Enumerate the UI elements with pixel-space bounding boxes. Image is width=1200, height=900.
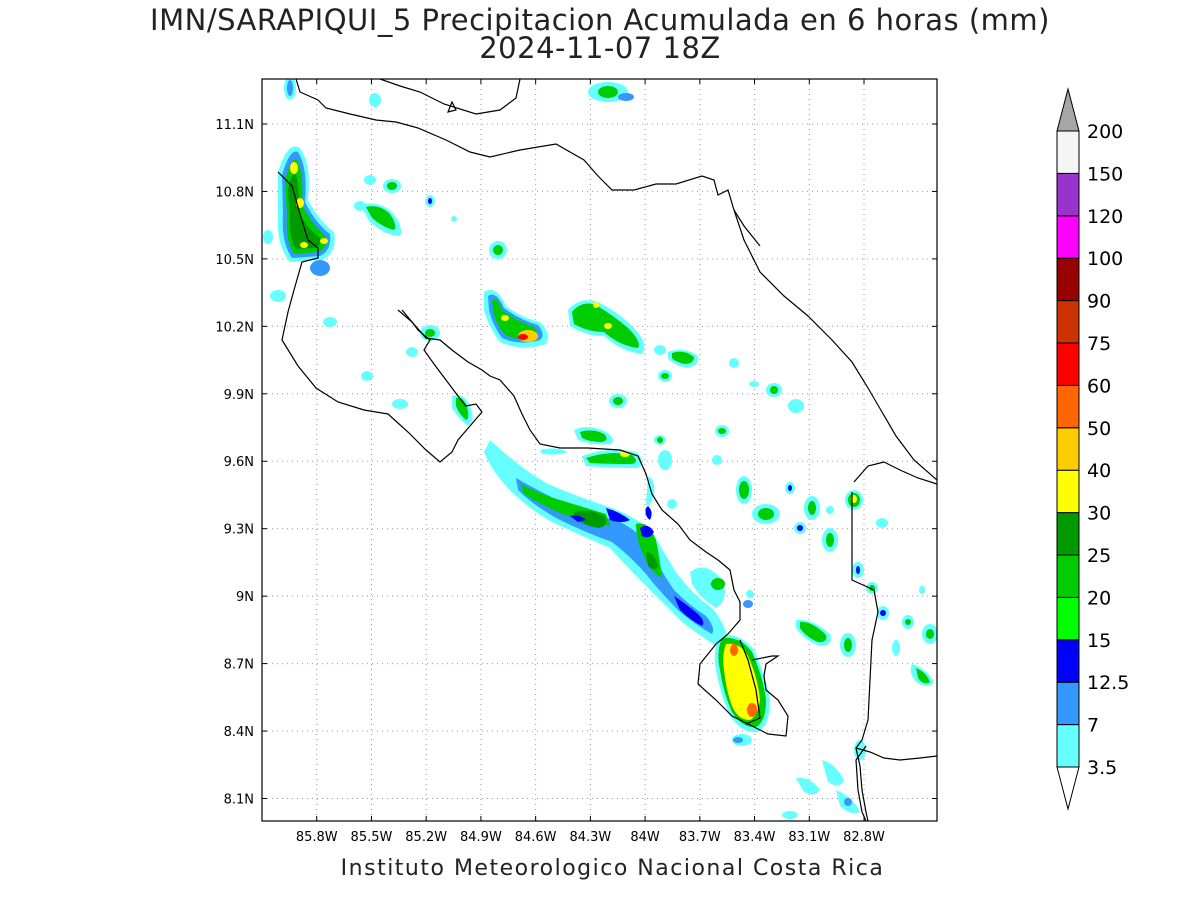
nicaragua-border-coast: [295, 79, 761, 247]
nicoya-gulf-coast: [397, 309, 789, 737]
colorbar-level-label: 100: [1087, 248, 1123, 270]
colorbar-level-label: 150: [1087, 163, 1123, 185]
colorbar-swatch: [1056, 724, 1080, 768]
colorbar-level-label: 120: [1087, 206, 1123, 228]
colorbar-level-label: 25: [1087, 545, 1111, 567]
lon-tick-label: 84.3W: [569, 830, 611, 845]
rain-cluster-northwest: [263, 79, 335, 302]
colorbar-upper-arrow: [1056, 87, 1080, 132]
colorbar-level-label: 40: [1087, 460, 1111, 482]
colorbar-level-label: 90: [1087, 291, 1111, 313]
east-coast-south: [855, 747, 937, 761]
burica-coast: [855, 745, 867, 821]
nicaragua-lake-shore: [379, 79, 521, 115]
colorbar-swatch: [1056, 342, 1080, 386]
lat-tick-label: 10.8N: [215, 185, 254, 200]
colorbar-swatch: [1056, 554, 1080, 598]
panama-coast: [853, 461, 937, 485]
colorbar-level-label: 3.5: [1087, 757, 1117, 779]
coastline-and-borders: [277, 79, 937, 821]
lon-tick-label: 84.6W: [515, 830, 557, 845]
colorbar-legend: 3.5 7 12.5 15 20 25 30 40 50 60 75 90 100 120 150 200: [1056, 87, 1129, 811]
lon-tick-label: 83.7W: [679, 830, 721, 845]
colorbar-level-label: 15: [1087, 630, 1111, 652]
colorbar-level-label: 75: [1087, 333, 1111, 355]
lon-tick-label: 84.9W: [460, 830, 502, 845]
latitude-axis: 11.1N 10.8N 10.5N 10.2N 9.9N 9.6N 9.3N 9N 8.7N 8.…: [215, 118, 937, 808]
lat-tick-label: 9.9N: [224, 388, 254, 403]
colorbar-swatch: [1056, 639, 1080, 683]
pacific-coast-north: [277, 171, 483, 463]
lat-tick-label: 9.6N: [224, 455, 254, 470]
island-coco-marker: [447, 100, 457, 113]
map-frame: [261, 78, 938, 822]
colorbar-lower-arrow: [1056, 766, 1080, 811]
lat-tick-label: 10.2N: [215, 320, 254, 335]
panama-border: [851, 492, 879, 821]
rain-cells-north: [354, 82, 634, 259]
colorbar-level-label: 7: [1087, 715, 1099, 737]
lat-tick-label: 9.3N: [224, 523, 254, 538]
lat-tick-label: 9N: [236, 590, 254, 605]
colorbar-level-label: 20: [1087, 587, 1111, 609]
colorbar-swatch: [1056, 384, 1080, 429]
map-area: [262, 79, 937, 821]
colorbar-level-label: 50: [1087, 418, 1111, 440]
lat-tick-label: 10.5N: [215, 253, 254, 268]
longitude-axis: 85.8W 85.5W 85.2W 84.9W 84.6W 84.3W 84W 83.7W 83…: [296, 79, 885, 845]
colorbar-swatch: [1056, 172, 1080, 217]
lat-tick-label: 8.7N: [224, 658, 254, 673]
caribbean-coast: [733, 209, 937, 481]
colorbar-level-label: 30: [1087, 503, 1111, 525]
precipitation-field: [263, 79, 937, 819]
rain-cells-east: [736, 476, 937, 819]
lon-tick-label: 85.2W: [405, 830, 447, 845]
lat-tick-label: 8.1N: [224, 793, 254, 808]
colorbar-swatch: [1056, 215, 1080, 259]
colorbar-swatch: [1056, 596, 1080, 641]
lat-tick-label: 8.4N: [224, 725, 254, 740]
lon-tick-label: 85.5W: [351, 830, 393, 845]
colorbar-swatch: [1056, 257, 1080, 302]
map-title: IMN/SARAPIQUI_5 Precipitacion Acumulada …: [150, 3, 1050, 37]
colorbar-swatch: [1056, 469, 1080, 514]
rain-band-pacific-coast: [484, 440, 770, 746]
lat-tick-label: 11.1N: [215, 118, 254, 133]
colorbar-level-label: 200: [1087, 121, 1123, 143]
colorbar-swatch: [1056, 300, 1080, 344]
footer-credit: Instituto Meteorologico Nacional Costa R…: [340, 856, 885, 881]
rain-cluster-central: [323, 289, 804, 426]
lon-tick-label: 85.8W: [296, 830, 338, 845]
colorbar-level-label: 60: [1087, 375, 1111, 397]
lon-tick-label: 82.8W: [843, 830, 885, 845]
lon-tick-label: 83.1W: [788, 830, 830, 845]
lon-tick-label: 84W: [630, 830, 660, 845]
colorbar-level-label: 12.5: [1087, 672, 1129, 694]
colorbar-swatch: [1056, 427, 1080, 471]
colorbar-swatch: [1056, 681, 1080, 726]
osa-peninsula: [739, 639, 761, 725]
colorbar-swatch: [1056, 130, 1080, 174]
rain-cells-central-valley: [540, 425, 729, 520]
colorbar-swatch: [1056, 512, 1080, 556]
map-subtitle-datetime: 2024-11-07 18Z: [479, 31, 721, 65]
lon-tick-label: 83.4W: [734, 830, 776, 845]
